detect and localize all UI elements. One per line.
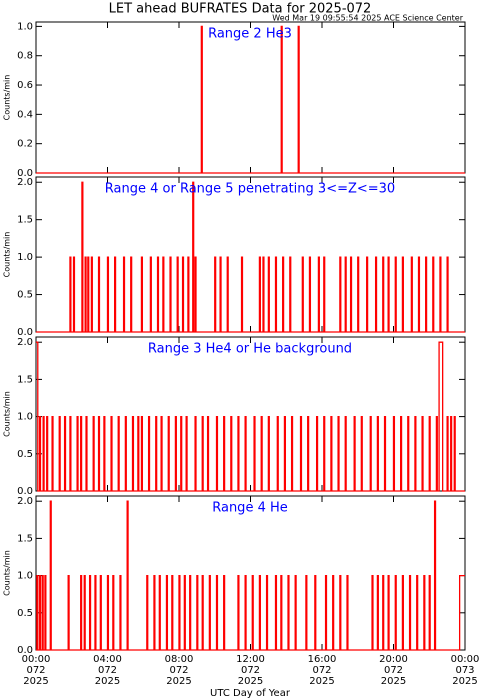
panel-title: Range 2 He3 (208, 27, 292, 42)
y-tick-label: 0.6 (17, 80, 33, 91)
y-tick-label: 0.2 (17, 139, 33, 150)
x-tick-label: 16:00 (308, 654, 337, 665)
plot-frame (35, 21, 466, 174)
x-tick-label: 08:00 (165, 654, 194, 665)
x-tick-label: 20:00 (379, 654, 408, 665)
y-tick-label: 0.0 (17, 327, 33, 338)
x-tick-label: 00:00 (22, 654, 51, 665)
y-tick-label: 1.5 (17, 533, 33, 544)
y-axis-label: Counts/min (3, 550, 12, 596)
y-tick-label: 1.0 (17, 571, 33, 582)
y-tick-label: 0.8 (17, 51, 33, 62)
y-tick-label: 0.0 (17, 168, 33, 179)
y-tick-label: 2.0 (17, 337, 33, 348)
x-tick-day: 072 (241, 665, 260, 676)
y-axis-label: Counts/min (3, 75, 12, 121)
y-tick-label: 0.0 (17, 486, 33, 497)
x-tick-day: 072 (26, 665, 45, 676)
y-tick-label: 0.0 (17, 645, 33, 656)
x-tick-year: 2025 (95, 676, 120, 687)
x-axis-label: UTC Day of Year (210, 688, 291, 699)
panel-title: Range 4 or Range 5 penetrating 3<=Z<=30 (105, 182, 395, 197)
x-tick-year: 2025 (166, 676, 191, 687)
data-line (36, 500, 465, 651)
y-axis-label: Counts/min (3, 232, 12, 278)
y-tick-label: 1.0 (17, 252, 33, 263)
y-tick-label: 2.0 (17, 177, 33, 188)
x-tick-year: 2025 (309, 676, 334, 687)
y-tick-label: 1.5 (17, 215, 33, 226)
data-line (36, 181, 465, 333)
plot-frame (35, 176, 466, 333)
panel-title: Range 4 He (212, 501, 288, 516)
x-tick-label: 04:00 (93, 654, 122, 665)
y-tick-label: 0.4 (17, 109, 33, 120)
timestamp: Wed Mar 19 09:55:54 2025 ACE Science Cen… (272, 14, 463, 23)
y-tick-label: 0.5 (17, 449, 33, 460)
x-tick-year: 2025 (381, 676, 406, 687)
x-tick-year: 2025 (23, 676, 48, 687)
panel-title: Range 3 He4 or He background (148, 342, 352, 357)
y-tick-label: 0.5 (17, 608, 33, 619)
data-line (36, 341, 465, 492)
y-tick-label: 1.0 (17, 21, 33, 32)
x-tick-year: 2025 (452, 676, 477, 687)
data-line (36, 25, 465, 174)
x-tick-year: 2025 (238, 676, 263, 687)
x-tick-label: 12:00 (236, 654, 265, 665)
y-tick-label: 0.5 (17, 290, 33, 301)
x-tick-label: 00:00 (451, 654, 479, 665)
y-axis-label: Counts/min (3, 391, 12, 437)
x-tick-day: 072 (169, 665, 188, 676)
x-tick-day: 072 (384, 665, 403, 676)
chart-title: LET ahead BUFRATES Data for 2025-072 (109, 2, 372, 17)
y-tick-label: 1.0 (17, 412, 33, 423)
x-tick-day: 073 (455, 665, 474, 676)
y-tick-label: 2.0 (17, 496, 33, 507)
y-tick-label: 1.5 (17, 374, 33, 385)
x-tick-day: 072 (98, 665, 117, 676)
x-tick-day: 072 (312, 665, 331, 676)
